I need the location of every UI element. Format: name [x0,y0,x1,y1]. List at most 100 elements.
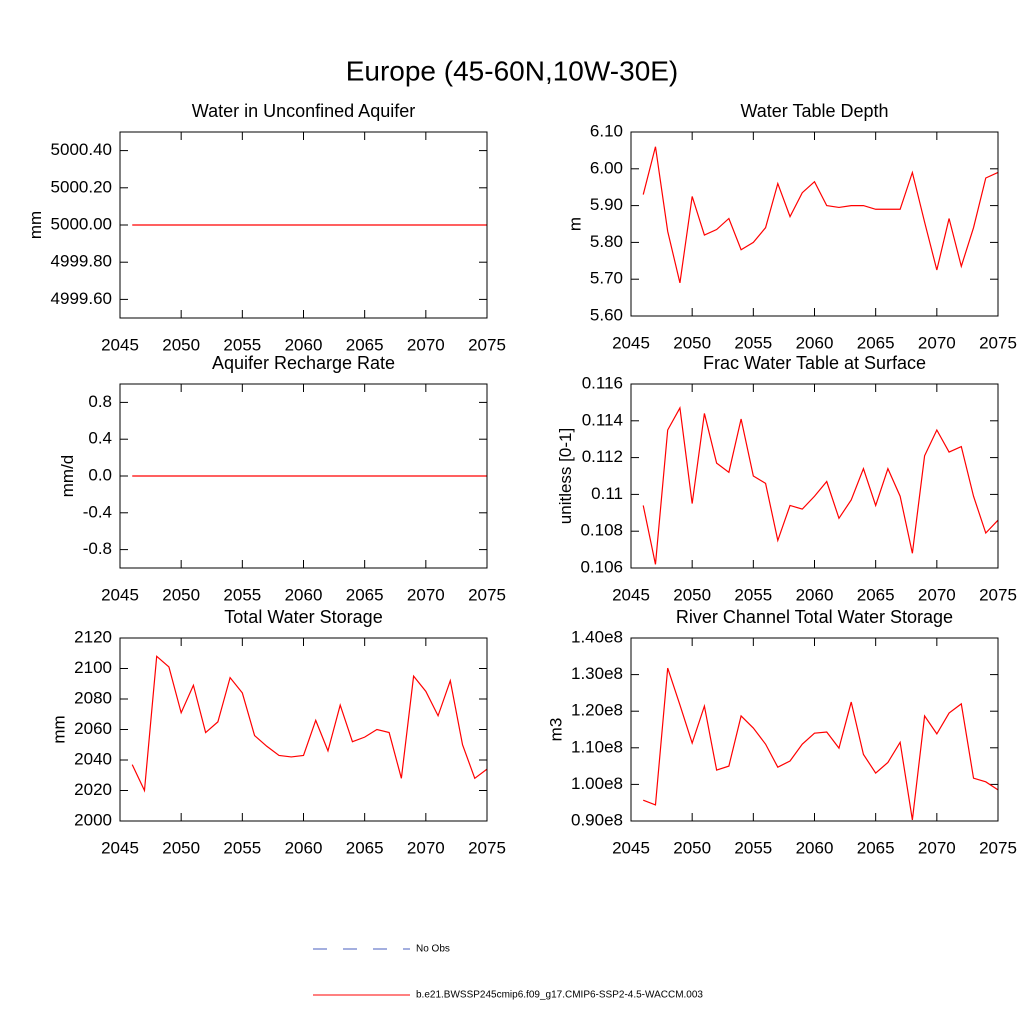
panel: Total Water Storage 2000 2020 2040 2060 2080 2… [50,607,506,858]
x-tick-label: 2060 [285,585,323,604]
y-tick-label: 6.00 [590,158,623,177]
y-tick-label: 0.114 [582,410,623,429]
x-tick-label: 2070 [407,335,445,354]
y-tick-label: 0.8 [88,392,112,411]
x-tick-label: 2060 [285,335,323,354]
y-tick-label: 1.00e8 [571,774,623,793]
panel-title: Aquifer Recharge Rate [212,353,395,373]
x-tick-label: 2050 [162,838,200,857]
data-line [642,146,999,284]
plot-frame [119,637,488,822]
y-axis-label: unitless [0-1] [556,428,575,524]
panel-title: Frac Water Table at Surface [703,353,926,373]
y-tick-label: 2080 [74,688,112,707]
y-tick-label: 2020 [74,780,112,799]
panel: Frac Water Table at Surface 0.106 0.108 0.1… [556,353,1017,605]
x-tick-label: 2055 [734,838,772,857]
y-tick-label: 0.106 [580,557,623,576]
x-tick-label: 2055 [734,333,772,352]
panel: Water in Unconfined Aquifer 4999.60 4999.8… [26,101,506,355]
y-axis-label: m [565,217,584,231]
x-tick-label: 2065 [346,838,384,857]
y-tick-label: -0.8 [83,539,112,558]
panel: Aquifer Recharge Rate -0.8 -0.4 0.0 0.4 0.8 20… [58,353,506,605]
x-tick-label: 2075 [979,838,1017,857]
x-tick-label: 2060 [796,838,834,857]
y-axis-label: m3 [546,718,565,742]
x-tick-label: 2070 [407,838,445,857]
panel-title: Total Water Storage [224,607,382,627]
y-tick-label: 5.60 [590,305,623,324]
y-tick-label: 2100 [74,658,112,677]
x-tick-label: 2045 [101,585,139,604]
x-tick-label: 2050 [162,335,200,354]
x-tick-label: 2045 [101,335,139,354]
y-tick-label: 2120 [74,627,112,646]
panel-title: Water in Unconfined Aquifer [192,101,415,121]
y-tick-label: 1.40e8 [571,627,623,646]
y-tick-label: -0.4 [83,502,112,521]
y-tick-label: 0.4 [88,429,112,448]
y-tick-label: 0.0 [88,465,112,484]
legend-label: b.e21.BWSSP245cmip6.f09_g17.CMIP6-SSP2-4… [416,990,703,1001]
panel: River Channel Total Water Storage 0.90e8 1… [546,607,1016,858]
y-tick-label: 1.20e8 [571,701,623,720]
x-tick-label: 2075 [468,585,506,604]
y-axis-label: mm [26,211,45,239]
y-tick-label: 1.10e8 [571,737,623,756]
y-tick-label: 0.116 [582,373,623,392]
y-tick-label: 5.80 [590,232,623,251]
y-tick-label: 5.90 [590,195,623,214]
data-line [131,655,488,793]
y-tick-label: 5000.40 [51,140,112,159]
y-tick-label: 5.70 [590,269,623,288]
panel-title: River Channel Total Water Storage [676,607,953,627]
y-tick-label: 4999.80 [51,252,112,271]
x-tick-label: 2070 [918,838,956,857]
x-tick-label: 2045 [612,838,650,857]
x-tick-label: 2050 [673,838,711,857]
x-tick-label: 2050 [673,585,711,604]
y-tick-label: 1.30e8 [571,664,623,683]
x-tick-label: 2065 [857,838,895,857]
x-tick-label: 2065 [857,585,895,604]
x-tick-label: 2050 [162,585,200,604]
x-tick-label: 2075 [979,585,1017,604]
plot-frame [630,637,999,822]
x-tick-label: 2065 [346,335,384,354]
y-tick-label: 2000 [74,810,112,829]
x-tick-label: 2055 [223,335,261,354]
data-line [643,667,999,820]
x-tick-label: 2070 [918,333,956,352]
x-tick-label: 2060 [796,333,834,352]
panel: Water Table Depth 5.60 5.70 5.80 5.90 6.00 6.1… [565,101,1017,353]
x-tick-label: 2075 [468,335,506,354]
x-tick-label: 2055 [223,585,261,604]
figure-title: Europe (45-60N,10W-30E) [346,55,679,86]
x-tick-label: 2075 [979,333,1017,352]
y-axis-label: mm [50,715,69,743]
x-tick-label: 2045 [612,585,650,604]
plot-frame [119,383,488,569]
x-tick-label: 2065 [857,333,895,352]
y-tick-label: 2040 [74,749,112,768]
x-tick-label: 2045 [612,333,650,352]
panel-title: Water Table Depth [740,101,888,121]
y-tick-label: 0.108 [580,521,623,540]
legend-label: No Obs [416,944,450,955]
y-tick-label: 6.10 [590,121,623,140]
y-tick-label: 0.11 [591,484,623,503]
y-axis-label: mm/d [58,455,77,498]
data-line [642,406,999,565]
plot-frame [630,131,999,317]
x-tick-label: 2065 [346,585,384,604]
x-tick-label: 2055 [734,585,772,604]
y-tick-label: 4999.60 [51,289,112,308]
x-tick-label: 2070 [407,585,445,604]
x-tick-label: 2060 [285,838,323,857]
x-tick-label: 2050 [673,333,711,352]
y-tick-label: 0.112 [582,447,623,466]
plot-frame [630,383,999,569]
y-tick-label: 5000.00 [51,214,112,233]
